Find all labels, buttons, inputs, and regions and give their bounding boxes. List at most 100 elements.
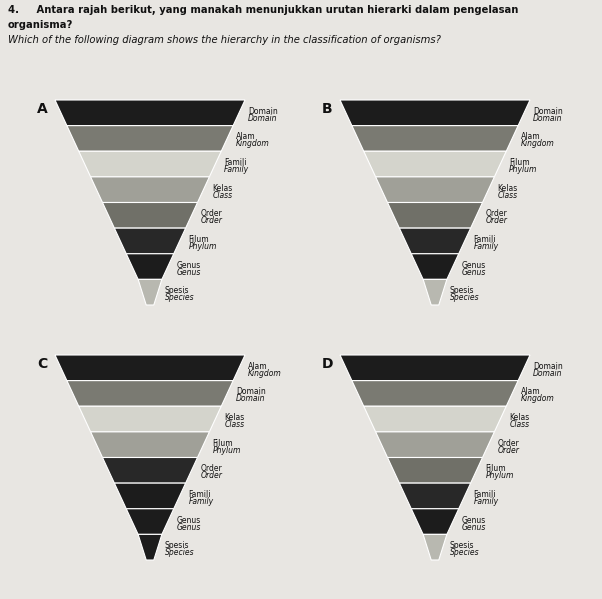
Text: Family: Family	[225, 165, 249, 174]
Polygon shape	[55, 355, 245, 380]
Polygon shape	[399, 228, 471, 254]
Polygon shape	[79, 152, 222, 177]
Text: Kingdom: Kingdom	[236, 140, 270, 149]
Text: Order: Order	[485, 209, 507, 218]
Text: Order: Order	[497, 438, 519, 447]
Text: Domain: Domain	[248, 114, 278, 123]
Text: Domain: Domain	[236, 388, 266, 397]
Text: Filum: Filum	[509, 158, 530, 167]
Polygon shape	[126, 254, 174, 279]
Polygon shape	[138, 279, 162, 305]
Polygon shape	[352, 126, 518, 152]
Text: Kelas: Kelas	[225, 413, 244, 422]
Text: Class: Class	[213, 190, 232, 199]
Polygon shape	[55, 100, 245, 126]
Text: Kelas: Kelas	[213, 184, 232, 193]
Text: Order: Order	[497, 446, 520, 455]
Text: Order: Order	[200, 216, 222, 225]
Polygon shape	[411, 254, 459, 279]
Polygon shape	[67, 126, 233, 152]
Polygon shape	[102, 458, 197, 483]
Text: Family: Family	[474, 497, 498, 506]
Polygon shape	[352, 380, 518, 406]
Text: Species: Species	[165, 548, 194, 557]
Text: Alam: Alam	[248, 362, 268, 371]
Text: Genus: Genus	[177, 516, 201, 525]
Polygon shape	[388, 202, 482, 228]
Polygon shape	[411, 509, 459, 534]
Text: Famili: Famili	[188, 490, 211, 499]
Text: Spesis: Spesis	[165, 286, 190, 295]
Polygon shape	[102, 202, 197, 228]
Text: Genus: Genus	[462, 268, 486, 277]
Polygon shape	[423, 279, 447, 305]
Text: Phylum: Phylum	[213, 446, 241, 455]
Polygon shape	[79, 406, 222, 432]
Text: Order: Order	[200, 209, 222, 218]
Text: Family: Family	[474, 242, 498, 251]
Polygon shape	[399, 483, 471, 509]
Text: B: B	[322, 102, 333, 116]
Polygon shape	[126, 509, 174, 534]
Text: Phylum: Phylum	[188, 242, 217, 251]
Text: Genus: Genus	[462, 516, 486, 525]
Polygon shape	[340, 355, 530, 380]
Text: Spesis: Spesis	[450, 541, 474, 550]
Text: 4.     Antara rajah berikut, yang manakah menunjukkan urutan hierarki dalam peng: 4. Antara rajah berikut, yang manakah me…	[8, 5, 518, 15]
Polygon shape	[114, 228, 185, 254]
Text: Kelas: Kelas	[509, 413, 530, 422]
Text: Genus: Genus	[177, 522, 201, 531]
Text: Famili: Famili	[474, 235, 496, 244]
Text: Domain: Domain	[533, 362, 563, 371]
Text: Genus: Genus	[177, 268, 201, 277]
Text: Which of the following diagram shows the hierarchy in the classification of orga: Which of the following diagram shows the…	[8, 35, 441, 45]
Text: Filum: Filum	[485, 464, 506, 473]
Polygon shape	[376, 177, 494, 202]
Text: Species: Species	[450, 548, 480, 557]
Text: Famili: Famili	[225, 158, 247, 167]
Text: Class: Class	[225, 420, 244, 429]
Text: Class: Class	[497, 190, 518, 199]
Text: Spesis: Spesis	[450, 286, 474, 295]
Polygon shape	[388, 458, 482, 483]
Polygon shape	[423, 534, 447, 560]
Text: organisma?: organisma?	[8, 20, 73, 30]
Text: Kingdom: Kingdom	[248, 369, 282, 378]
Text: Kingdom: Kingdom	[521, 394, 555, 404]
Text: Order: Order	[200, 464, 222, 473]
Text: Kelas: Kelas	[497, 184, 518, 193]
Text: Kingdom: Kingdom	[521, 140, 555, 149]
Text: Domain: Domain	[248, 107, 278, 116]
Polygon shape	[114, 483, 185, 509]
Text: Genus: Genus	[177, 261, 201, 270]
Text: Filum: Filum	[213, 438, 233, 447]
Text: Alam: Alam	[521, 132, 541, 141]
Text: Domain: Domain	[533, 107, 563, 116]
Text: Spesis: Spesis	[165, 541, 190, 550]
Polygon shape	[376, 432, 494, 458]
Text: Alam: Alam	[236, 132, 256, 141]
Text: Domain: Domain	[533, 369, 562, 378]
Text: Famili: Famili	[474, 490, 496, 499]
Text: Filum: Filum	[188, 235, 209, 244]
Text: Alam: Alam	[521, 388, 541, 397]
Polygon shape	[91, 177, 209, 202]
Text: D: D	[322, 357, 334, 371]
Text: Species: Species	[165, 293, 194, 302]
Polygon shape	[91, 432, 209, 458]
Polygon shape	[138, 534, 162, 560]
Polygon shape	[340, 100, 530, 126]
Text: C: C	[37, 357, 47, 371]
Text: Species: Species	[450, 293, 480, 302]
Text: A: A	[37, 102, 48, 116]
Text: Phylum: Phylum	[485, 471, 514, 480]
Text: Order: Order	[200, 471, 222, 480]
Text: Genus: Genus	[462, 261, 486, 270]
Polygon shape	[67, 380, 233, 406]
Text: Class: Class	[509, 420, 529, 429]
Text: Family: Family	[188, 497, 214, 506]
Text: Domain: Domain	[533, 114, 562, 123]
Polygon shape	[364, 406, 506, 432]
Text: Phylum: Phylum	[509, 165, 538, 174]
Text: Genus: Genus	[462, 522, 486, 531]
